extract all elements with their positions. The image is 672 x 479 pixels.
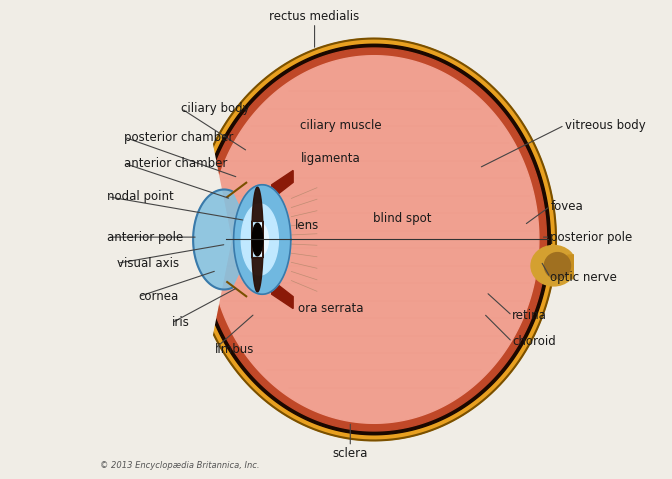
Polygon shape [251,223,268,256]
Text: anterior chamber: anterior chamber [124,157,227,170]
Polygon shape [252,240,263,292]
Text: vitreous body: vitreous body [564,119,645,132]
Text: visual axis: visual axis [117,257,179,270]
Text: nodal point: nodal point [108,190,174,203]
Polygon shape [568,254,597,280]
Polygon shape [271,171,293,199]
Text: posterior pole: posterior pole [550,230,632,244]
Ellipse shape [252,223,263,256]
Text: lens: lens [295,219,320,232]
Text: blind spot: blind spot [374,212,432,225]
Text: ligamenta: ligamenta [301,152,361,165]
Text: sclera: sclera [333,446,368,460]
Text: cornea: cornea [138,290,179,303]
Polygon shape [193,190,255,289]
Text: anterior pole: anterior pole [108,230,183,244]
Text: rectus medialis: rectus medialis [269,10,360,23]
Ellipse shape [531,245,577,286]
Text: fovea: fovea [550,200,583,213]
Text: optic nerve: optic nerve [550,271,617,284]
Polygon shape [202,48,546,431]
Ellipse shape [544,252,571,279]
Polygon shape [198,44,550,435]
Polygon shape [271,280,293,308]
Text: ora serrata: ora serrata [298,302,364,315]
Text: ciliary muscle: ciliary muscle [300,119,382,132]
Text: iris: iris [172,316,190,330]
Text: retina: retina [512,309,547,322]
Polygon shape [192,38,556,441]
Text: posterior chamber: posterior chamber [124,131,233,144]
Polygon shape [234,185,291,294]
Polygon shape [169,111,231,368]
Polygon shape [209,56,539,423]
Text: ciliary body: ciliary body [181,102,250,115]
Text: limbus: limbus [214,342,254,355]
Polygon shape [241,204,278,275]
Text: © 2013 Encyclopædia Britannica, Inc.: © 2013 Encyclopædia Britannica, Inc. [100,461,260,470]
Polygon shape [252,187,263,240]
Text: choroid: choroid [512,335,556,348]
